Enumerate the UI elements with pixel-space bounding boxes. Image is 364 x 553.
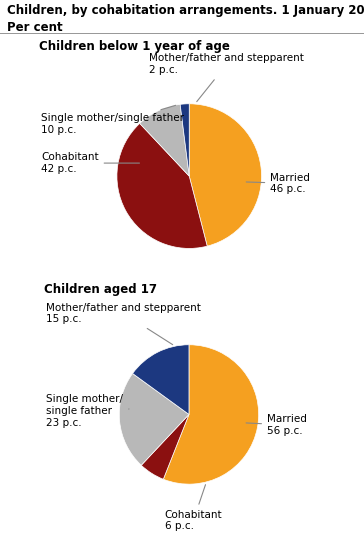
Wedge shape [119, 373, 189, 465]
Text: Cohabitant
6 p.c.: Cohabitant 6 p.c. [165, 484, 222, 531]
Text: Single mother/single father
10 p.c.: Single mother/single father 10 p.c. [41, 105, 184, 135]
Text: Mother/father and stepparent
2 p.c.: Mother/father and stepparent 2 p.c. [150, 53, 304, 102]
Wedge shape [189, 104, 262, 246]
Text: Children aged 17: Children aged 17 [44, 284, 157, 296]
Wedge shape [180, 104, 189, 176]
Wedge shape [163, 345, 259, 484]
Text: Mother/father and stepparent
15 p.c.: Mother/father and stepparent 15 p.c. [46, 302, 201, 345]
Text: Per cent: Per cent [7, 21, 63, 34]
Text: Children, by cohabitation arrangements. 1 January 2008.: Children, by cohabitation arrangements. … [7, 4, 364, 18]
Wedge shape [140, 105, 189, 176]
Text: Children below 1 year of age: Children below 1 year of age [39, 40, 230, 53]
Text: Cohabitant
42 p.c.: Cohabitant 42 p.c. [41, 152, 139, 174]
Wedge shape [132, 345, 189, 414]
Text: Married
56 p.c.: Married 56 p.c. [246, 414, 307, 436]
Wedge shape [141, 414, 189, 479]
Text: Single mother/
single father
23 p.c.: Single mother/ single father 23 p.c. [46, 394, 129, 427]
Wedge shape [117, 123, 207, 248]
Text: Married
46 p.c.: Married 46 p.c. [246, 173, 310, 194]
